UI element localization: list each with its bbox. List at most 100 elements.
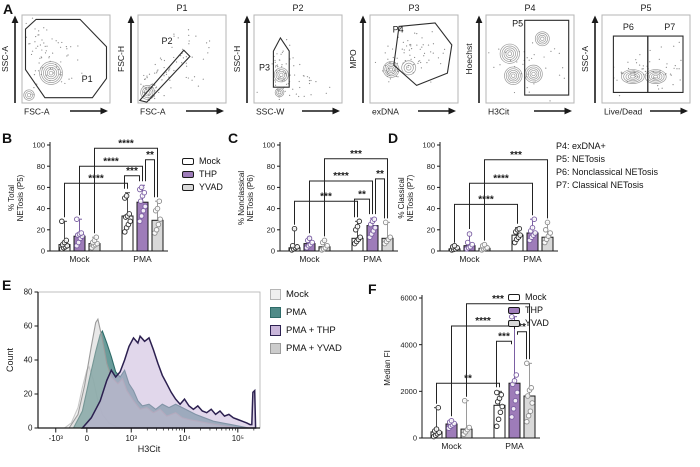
bar-chart-total-netosis: 0 20 40 60 80 100 % Total NETosis (P5) Mock PMA **… (7, 138, 168, 264)
x-axis-label: SSC-W (256, 107, 284, 117)
y-axis-arrowhead-icon (127, 15, 135, 23)
svg-text:-10³: -10³ (49, 434, 64, 443)
data-points (494, 389, 505, 430)
bar-PMA-YVAD (151, 219, 164, 252)
svg-text:80: 80 (24, 288, 33, 297)
legend-swatch-icon (508, 319, 520, 327)
svg-text:4000: 4000 (400, 340, 417, 349)
flow-plot-hoechst-h3cit: P4 Hoechst H3Cit P5 (466, 3, 575, 117)
svg-text:***: *** (126, 166, 138, 177)
legend-swatch-icon (182, 157, 194, 165)
y-axis-arrowhead-icon (591, 15, 599, 23)
histogram-h3cit: 0 20 40 60 80 -10³ 0 10³ 10⁴ 10⁵ H3Cit Count (5, 288, 261, 454)
svg-text:****: **** (118, 138, 134, 149)
flow-plot-ssch-sscw: P2 SSC-H SSC-W P3 (234, 3, 343, 117)
data-points (352, 218, 363, 247)
panel-label-C: C (228, 130, 239, 146)
y-axis-arrowhead-icon (359, 15, 367, 23)
svg-text:40: 40 (267, 204, 275, 213)
svg-text:0: 0 (431, 247, 435, 256)
data-points (524, 360, 535, 425)
panel-label-E: E (2, 277, 12, 293)
y-axis-title: NETosis (P6) (246, 174, 255, 221)
y-axis-arrowhead-icon (475, 15, 483, 23)
x-axis-label: exDNA (372, 107, 399, 117)
panel-label-F: F (368, 281, 377, 297)
legend-label: PMA + YVAD (286, 343, 342, 354)
svg-text:**: ** (358, 189, 366, 200)
svg-text:60: 60 (24, 322, 33, 331)
gate-legend-line-p6: P6: Nonclassical NETosis (556, 167, 659, 178)
x-axis-label: H3Cit (488, 107, 510, 117)
hist-curve-PMA + THP (80, 334, 257, 429)
plot-frame (601, 14, 691, 104)
legend-swatch-icon (270, 325, 281, 336)
svg-text:60: 60 (267, 183, 275, 192)
y-axis-label: SSC-A (2, 46, 10, 72)
svg-text:80: 80 (37, 162, 45, 171)
svg-text:****: **** (475, 316, 491, 327)
y-axis-title: % Nonclassical (237, 171, 246, 225)
flow-plot-mpo-exdna: P3 MPO exDNA P4 (350, 3, 459, 117)
gate-legend: P4: exDNA+ P5: NETosis P6: Nonclassical … (556, 140, 658, 192)
svg-text:**: ** (518, 322, 526, 333)
gate-P3 (272, 36, 290, 88)
gate-P1 (24, 18, 108, 99)
data-points (509, 313, 520, 420)
legend-swatch-icon (270, 343, 281, 354)
y-axis-label: MPO (350, 49, 358, 69)
svg-text:0: 0 (85, 434, 90, 443)
legend-item-pma: PMA (270, 307, 342, 318)
legend-swatch-icon (182, 183, 194, 191)
y-axis-title: Median FI (383, 350, 392, 386)
svg-text:40: 40 (24, 356, 33, 365)
svg-text:**: ** (146, 150, 154, 161)
data-points (446, 417, 457, 431)
svg-text:10⁵: 10⁵ (232, 434, 244, 443)
data-points (449, 242, 460, 253)
legend-label: PMA + THP (286, 325, 336, 336)
legend-item-thp: THP (182, 169, 223, 179)
y-axis-arrowhead-icon (11, 15, 19, 23)
legend-label: PMA (286, 307, 307, 318)
svg-text:0: 0 (28, 424, 33, 433)
data-points (479, 241, 490, 253)
y-axis-label: SSC-H (234, 46, 242, 72)
group-label-PMA: PMA (505, 441, 524, 451)
data-points (527, 216, 538, 244)
svg-text:****: **** (88, 173, 104, 184)
legend-swatch-icon (508, 293, 520, 301)
svg-text:100: 100 (422, 141, 435, 150)
gate-P2 (138, 49, 191, 103)
svg-text:80: 80 (267, 162, 275, 171)
x-axis-label: FSC-A (140, 107, 166, 117)
gate-legend-line-p7: P7: Classical NETosis (556, 180, 644, 191)
x-axis-label: FSC-A (24, 107, 50, 117)
panel-label-B: B (2, 130, 13, 146)
legend-label: YVAD (199, 182, 223, 192)
svg-text:20: 20 (267, 225, 275, 234)
gate-legend-line-p4: P4: exDNA+ (556, 141, 606, 151)
legend-label: THP (525, 305, 543, 315)
significance-brackets: ************** (294, 149, 388, 237)
y-axis-title: % Classical (397, 177, 406, 219)
legend-label: Mock (525, 292, 547, 302)
svg-text:100: 100 (262, 141, 275, 150)
panel-label-D: D (388, 130, 399, 146)
legend-swatch-icon (508, 306, 520, 314)
plot-frame (253, 14, 343, 104)
legend-item-thp: THP (508, 305, 549, 315)
svg-text:****: **** (478, 195, 494, 206)
flow-plot-fsch-fsca: P1 FSC-H FSC-A P2 (118, 3, 227, 117)
gate-label-P7: P7 (664, 22, 675, 32)
group-label-PMA: PMA (523, 254, 542, 264)
y-axis-title: NETosis (P5) (16, 174, 25, 221)
svg-text:60: 60 (37, 183, 45, 192)
significance-brackets: ************** (436, 294, 530, 417)
svg-text:40: 40 (37, 204, 45, 213)
panel-label-A: A (3, 1, 14, 17)
plot-title: P1 (176, 3, 187, 13)
svg-text:10⁴: 10⁴ (178, 434, 191, 443)
